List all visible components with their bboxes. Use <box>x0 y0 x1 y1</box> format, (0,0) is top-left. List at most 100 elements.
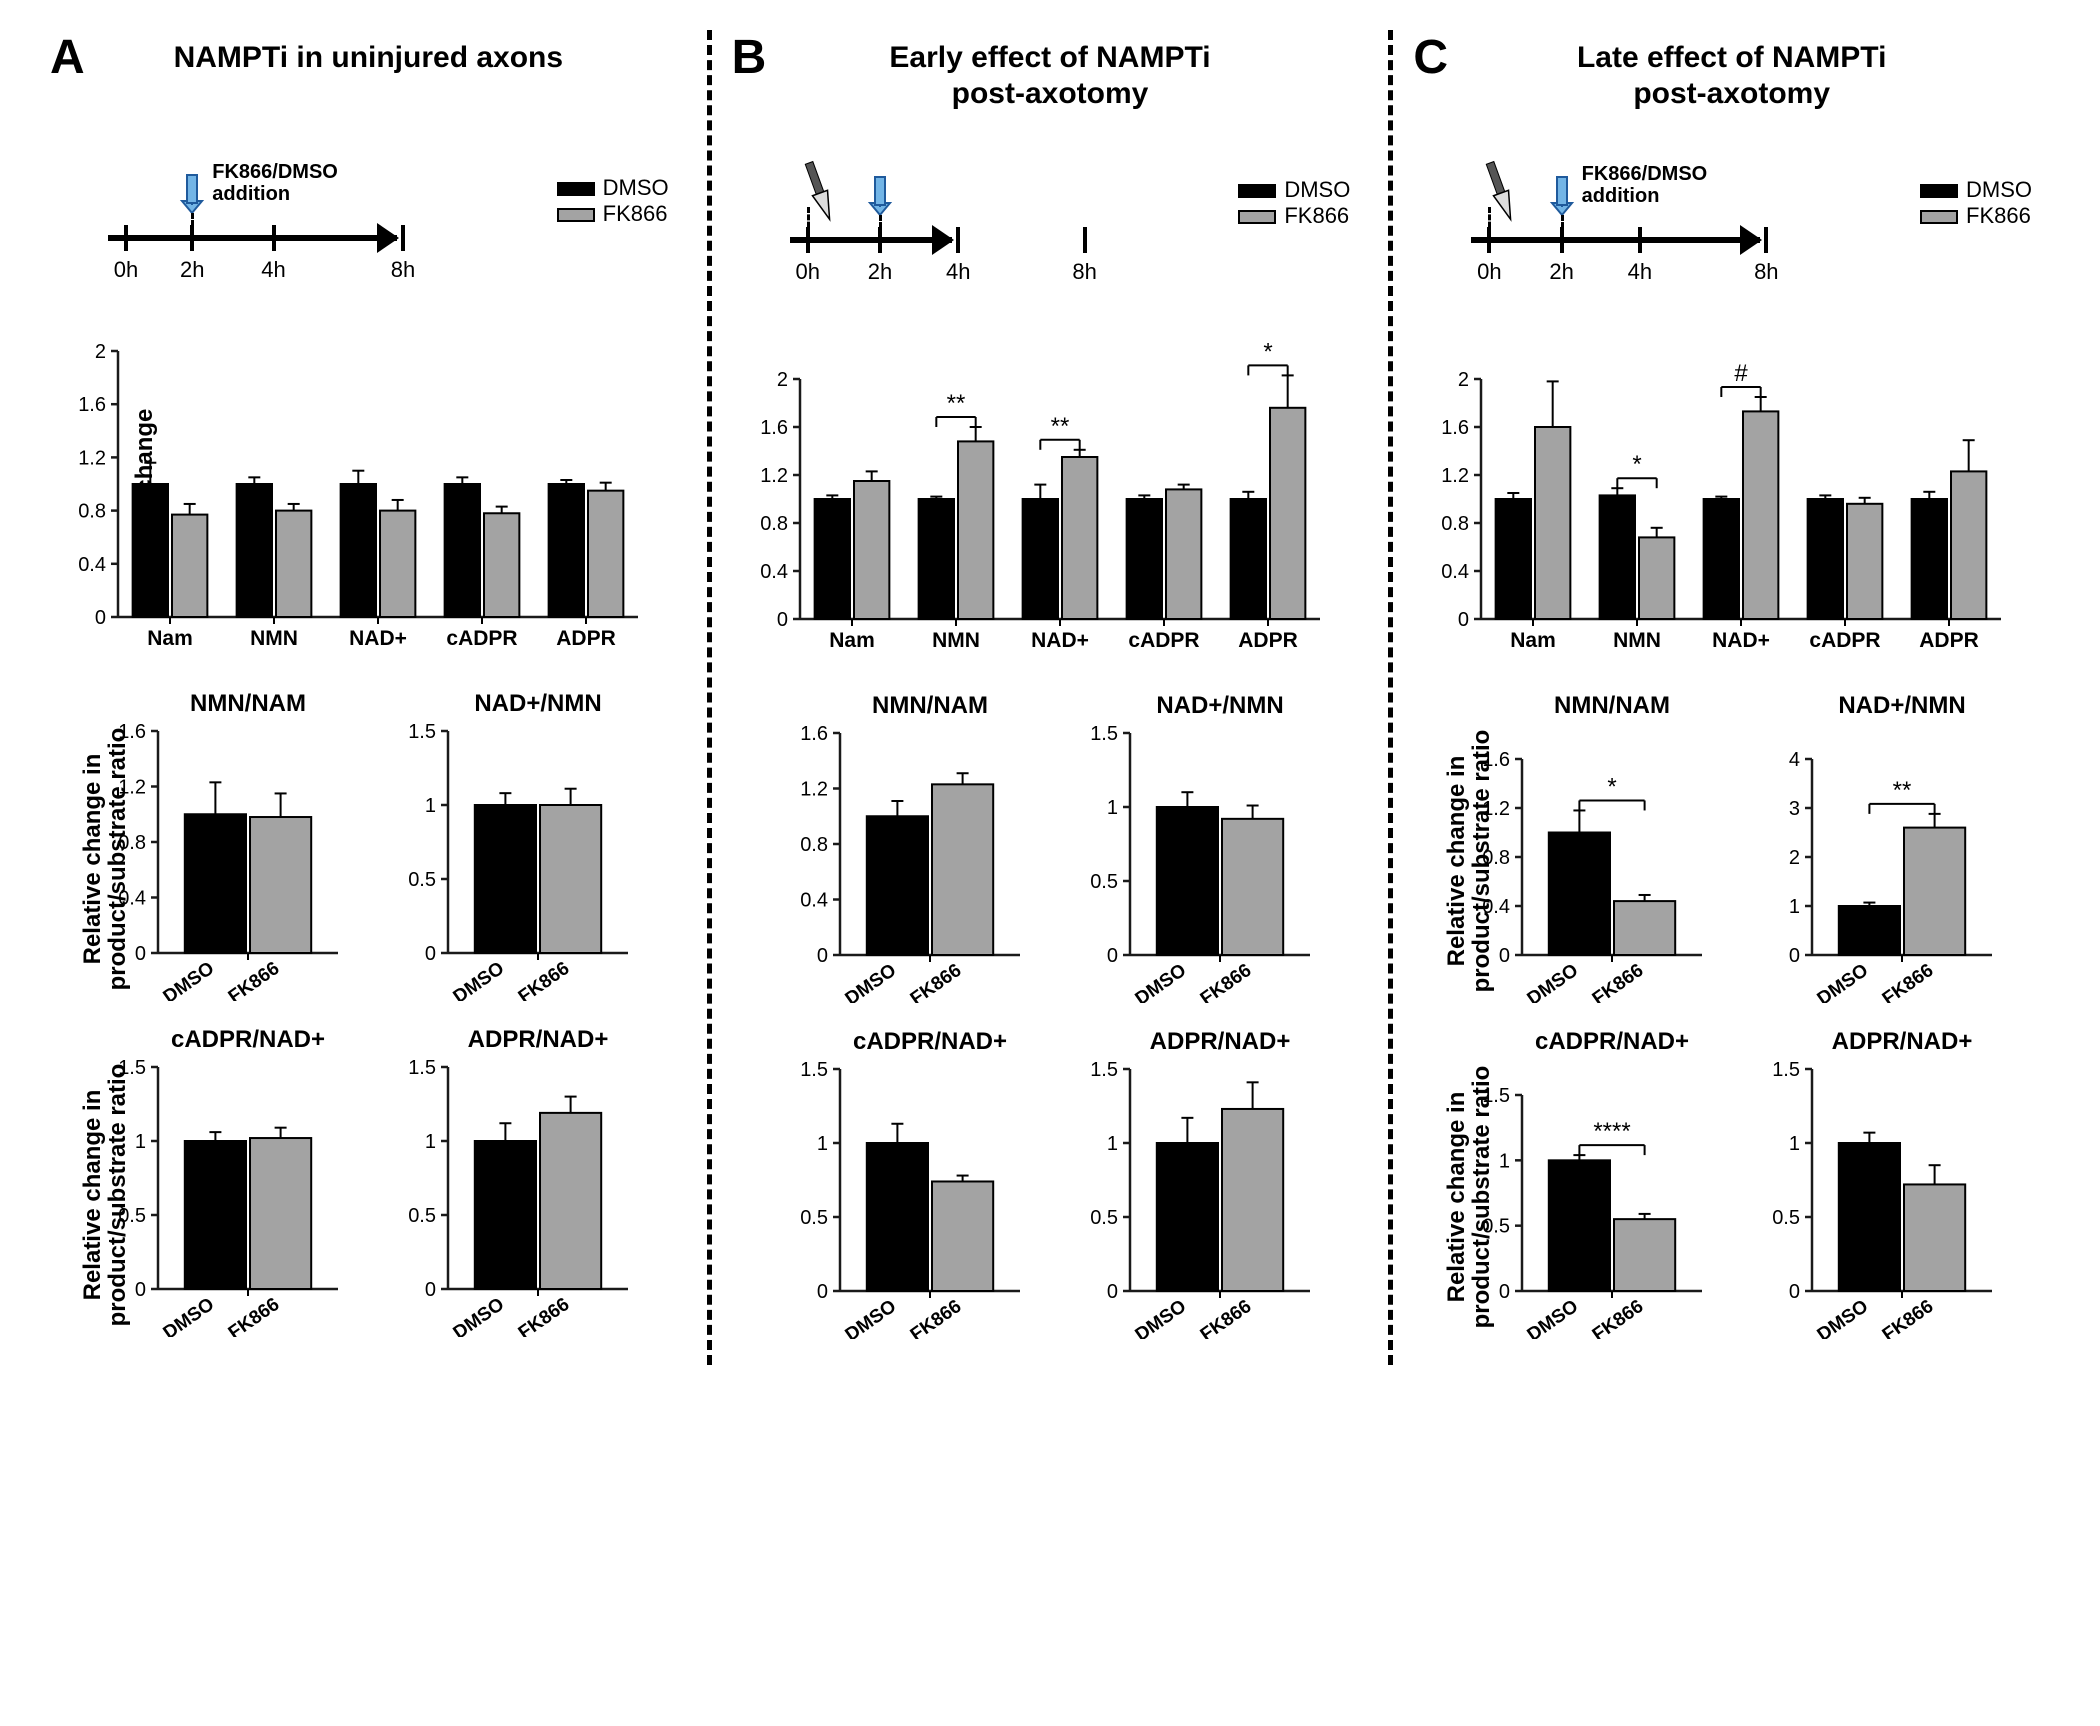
svg-text:*: * <box>1607 773 1616 800</box>
svg-text:0.4: 0.4 <box>800 890 828 912</box>
svg-text:*: * <box>1633 451 1642 478</box>
svg-text:0.5: 0.5 <box>1772 1207 1800 1229</box>
svg-text:2: 2 <box>777 369 788 391</box>
svg-text:FK866: FK866 <box>1878 960 1937 1003</box>
svg-text:1.2: 1.2 <box>800 779 828 801</box>
svg-text:0.8: 0.8 <box>78 501 106 523</box>
panel-b-ratio-row-2: 00.511.5cADPR/NAD+DMSOFK866 00.511.5ADPR… <box>740 1029 1361 1365</box>
svg-text:cADPR: cADPR <box>446 627 517 650</box>
svg-text:*: * <box>1263 338 1272 365</box>
svg-text:FK866: FK866 <box>515 1294 574 1337</box>
panel-b-ratio-cadpr-nad: 00.511.5cADPR/NAD+DMSOFK866 <box>780 1029 1030 1339</box>
svg-text:****: **** <box>1593 1118 1630 1145</box>
svg-text:0.4: 0.4 <box>760 561 788 583</box>
svg-text:0: 0 <box>1458 609 1469 631</box>
svg-text:0: 0 <box>1499 945 1510 967</box>
svg-text:1.2: 1.2 <box>760 465 788 487</box>
svg-text:1.6: 1.6 <box>78 394 106 416</box>
svg-text:0.5: 0.5 <box>409 1205 437 1227</box>
panel-c-ratio-cadpr-nad: 00.511.5****cADPR/NAD+DMSOFK866 <box>1462 1029 1712 1339</box>
svg-text:Nam: Nam <box>147 627 193 650</box>
svg-text:NMN/NAM: NMN/NAM <box>872 693 988 719</box>
svg-text:ADPR: ADPR <box>556 627 616 650</box>
svg-text:2: 2 <box>1789 847 1800 869</box>
panel-c-ratio-nad-nmn: 01234**NAD+/NMNDMSOFK866 <box>1752 693 2002 1003</box>
svg-text:ADPR/NAD+: ADPR/NAD+ <box>1831 1029 1972 1055</box>
svg-text:1: 1 <box>135 1131 146 1153</box>
svg-text:DMSO: DMSO <box>1132 1296 1191 1339</box>
svg-text:FK866: FK866 <box>225 958 284 1001</box>
panel-b-ratio-adpr-nad: 00.511.5ADPR/NAD+DMSOFK866 <box>1070 1029 1320 1339</box>
panel-b-schematic: 0h2h4h8hDMSOFK866 <box>740 137 1361 327</box>
panel-b-ratio-nmn-nam: 00.40.81.21.6NMN/NAMDMSOFK866 <box>780 693 1030 1003</box>
svg-text:1: 1 <box>425 1131 436 1153</box>
panel-b-title: Early effect of NAMPTipost-axotomy <box>740 40 1361 112</box>
panel-a: A NAMPTi in uninjured axons 0h2h4h8hFK86… <box>30 30 707 1365</box>
svg-text:**: ** <box>946 390 965 417</box>
svg-text:1.5: 1.5 <box>1090 723 1118 745</box>
svg-text:FK866: FK866 <box>1197 1296 1256 1339</box>
svg-text:0.5: 0.5 <box>800 1207 828 1229</box>
svg-text:0.5: 0.5 <box>1482 1216 1510 1238</box>
svg-text:FK866: FK866 <box>1588 960 1647 1003</box>
svg-text:Nam: Nam <box>829 629 875 652</box>
panel-b-letter: B <box>732 30 767 85</box>
svg-text:ADPR/NAD+: ADPR/NAD+ <box>468 1027 609 1053</box>
svg-text:0.5: 0.5 <box>1090 1207 1118 1229</box>
svg-text:**: ** <box>1892 777 1911 804</box>
svg-text:0.5: 0.5 <box>409 869 437 891</box>
panel-a-schematic: 0h2h4h8hFK866/DMSO additionDMSOFK866 <box>58 135 679 325</box>
panel-c-ratio-row-2: Relative change inproduct/substrate rati… <box>1421 1029 2042 1365</box>
svg-text:FK866: FK866 <box>1588 1296 1647 1339</box>
panel-c-metabolites-chart: 00.40.81.21.62NamNMNNAD+cADPRADPR*# <box>1421 337 2042 667</box>
svg-text:0: 0 <box>135 943 146 965</box>
svg-text:1.6: 1.6 <box>1442 417 1470 439</box>
svg-text:FK866: FK866 <box>907 960 966 1003</box>
svg-text:DMSO: DMSO <box>1523 1296 1582 1339</box>
svg-text:cADPR: cADPR <box>1128 629 1199 652</box>
panel-b-ratio-nad-nmn: 00.511.5NAD+/NMNDMSOFK866 <box>1070 693 1320 1003</box>
panel-b: B Early effect of NAMPTipost-axotomy 0h2… <box>712 30 1389 1365</box>
svg-text:1.6: 1.6 <box>1482 749 1510 771</box>
panel-a-ratio-cadpr-nad: 00.511.5cADPR/NAD+DMSOFK866 <box>98 1027 348 1337</box>
svg-text:1: 1 <box>1789 1133 1800 1155</box>
svg-text:1: 1 <box>1499 1150 1510 1172</box>
panel-c-schematic: 0h2h4h8hFK866/DMSO additionDMSOFK866 <box>1421 137 2042 327</box>
svg-text:DMSO: DMSO <box>1813 960 1872 1003</box>
svg-text:1.5: 1.5 <box>1772 1059 1800 1081</box>
svg-text:NAD+: NAD+ <box>349 627 407 650</box>
svg-text:1.5: 1.5 <box>800 1059 828 1081</box>
svg-text:0.5: 0.5 <box>119 1205 147 1227</box>
svg-text:DMSO: DMSO <box>842 1296 901 1339</box>
svg-text:1.5: 1.5 <box>1482 1085 1510 1107</box>
svg-text:1.5: 1.5 <box>409 1057 437 1079</box>
svg-text:0.8: 0.8 <box>800 834 828 856</box>
svg-text:DMSO: DMSO <box>160 1294 219 1337</box>
svg-text:1.6: 1.6 <box>800 723 828 745</box>
panel-a-metabolites-chart: 00.40.81.21.62NamNMNNAD+cADPRADPRRelativ… <box>58 335 679 665</box>
svg-text:0: 0 <box>95 607 106 629</box>
svg-text:NMN: NMN <box>1613 629 1661 652</box>
svg-text:NMN: NMN <box>250 627 298 650</box>
svg-text:1: 1 <box>1789 896 1800 918</box>
panel-a-ratio-nmn-nam: 00.40.81.21.6NMN/NAMDMSOFK866 <box>98 691 348 1001</box>
panel-a-letter: A <box>50 30 85 85</box>
svg-text:1: 1 <box>817 1133 828 1155</box>
svg-text:1.5: 1.5 <box>409 721 437 743</box>
svg-text:NAD+: NAD+ <box>1712 629 1770 652</box>
svg-text:1.2: 1.2 <box>78 447 106 469</box>
svg-text:3: 3 <box>1789 798 1800 820</box>
panel-a-title: NAMPTi in uninjured axons <box>58 40 679 110</box>
svg-text:4: 4 <box>1789 749 1800 771</box>
panel-c: C Late effect of NAMPTipost-axotomy 0h2h… <box>1393 30 2070 1365</box>
svg-text:0.4: 0.4 <box>1482 896 1510 918</box>
svg-text:0: 0 <box>1107 945 1118 967</box>
svg-text:cADPR/NAD+: cADPR/NAD+ <box>1535 1029 1689 1055</box>
svg-text:1.5: 1.5 <box>119 1057 147 1079</box>
svg-text:0.4: 0.4 <box>78 554 106 576</box>
svg-text:1.2: 1.2 <box>119 777 147 799</box>
panel-a-ratio-adpr-nad: 00.511.5ADPR/NAD+DMSOFK866 <box>388 1027 638 1337</box>
svg-text:FK866: FK866 <box>1878 1296 1937 1339</box>
panel-c-title: Late effect of NAMPTipost-axotomy <box>1421 40 2042 112</box>
svg-text:FK866: FK866 <box>515 958 574 1001</box>
